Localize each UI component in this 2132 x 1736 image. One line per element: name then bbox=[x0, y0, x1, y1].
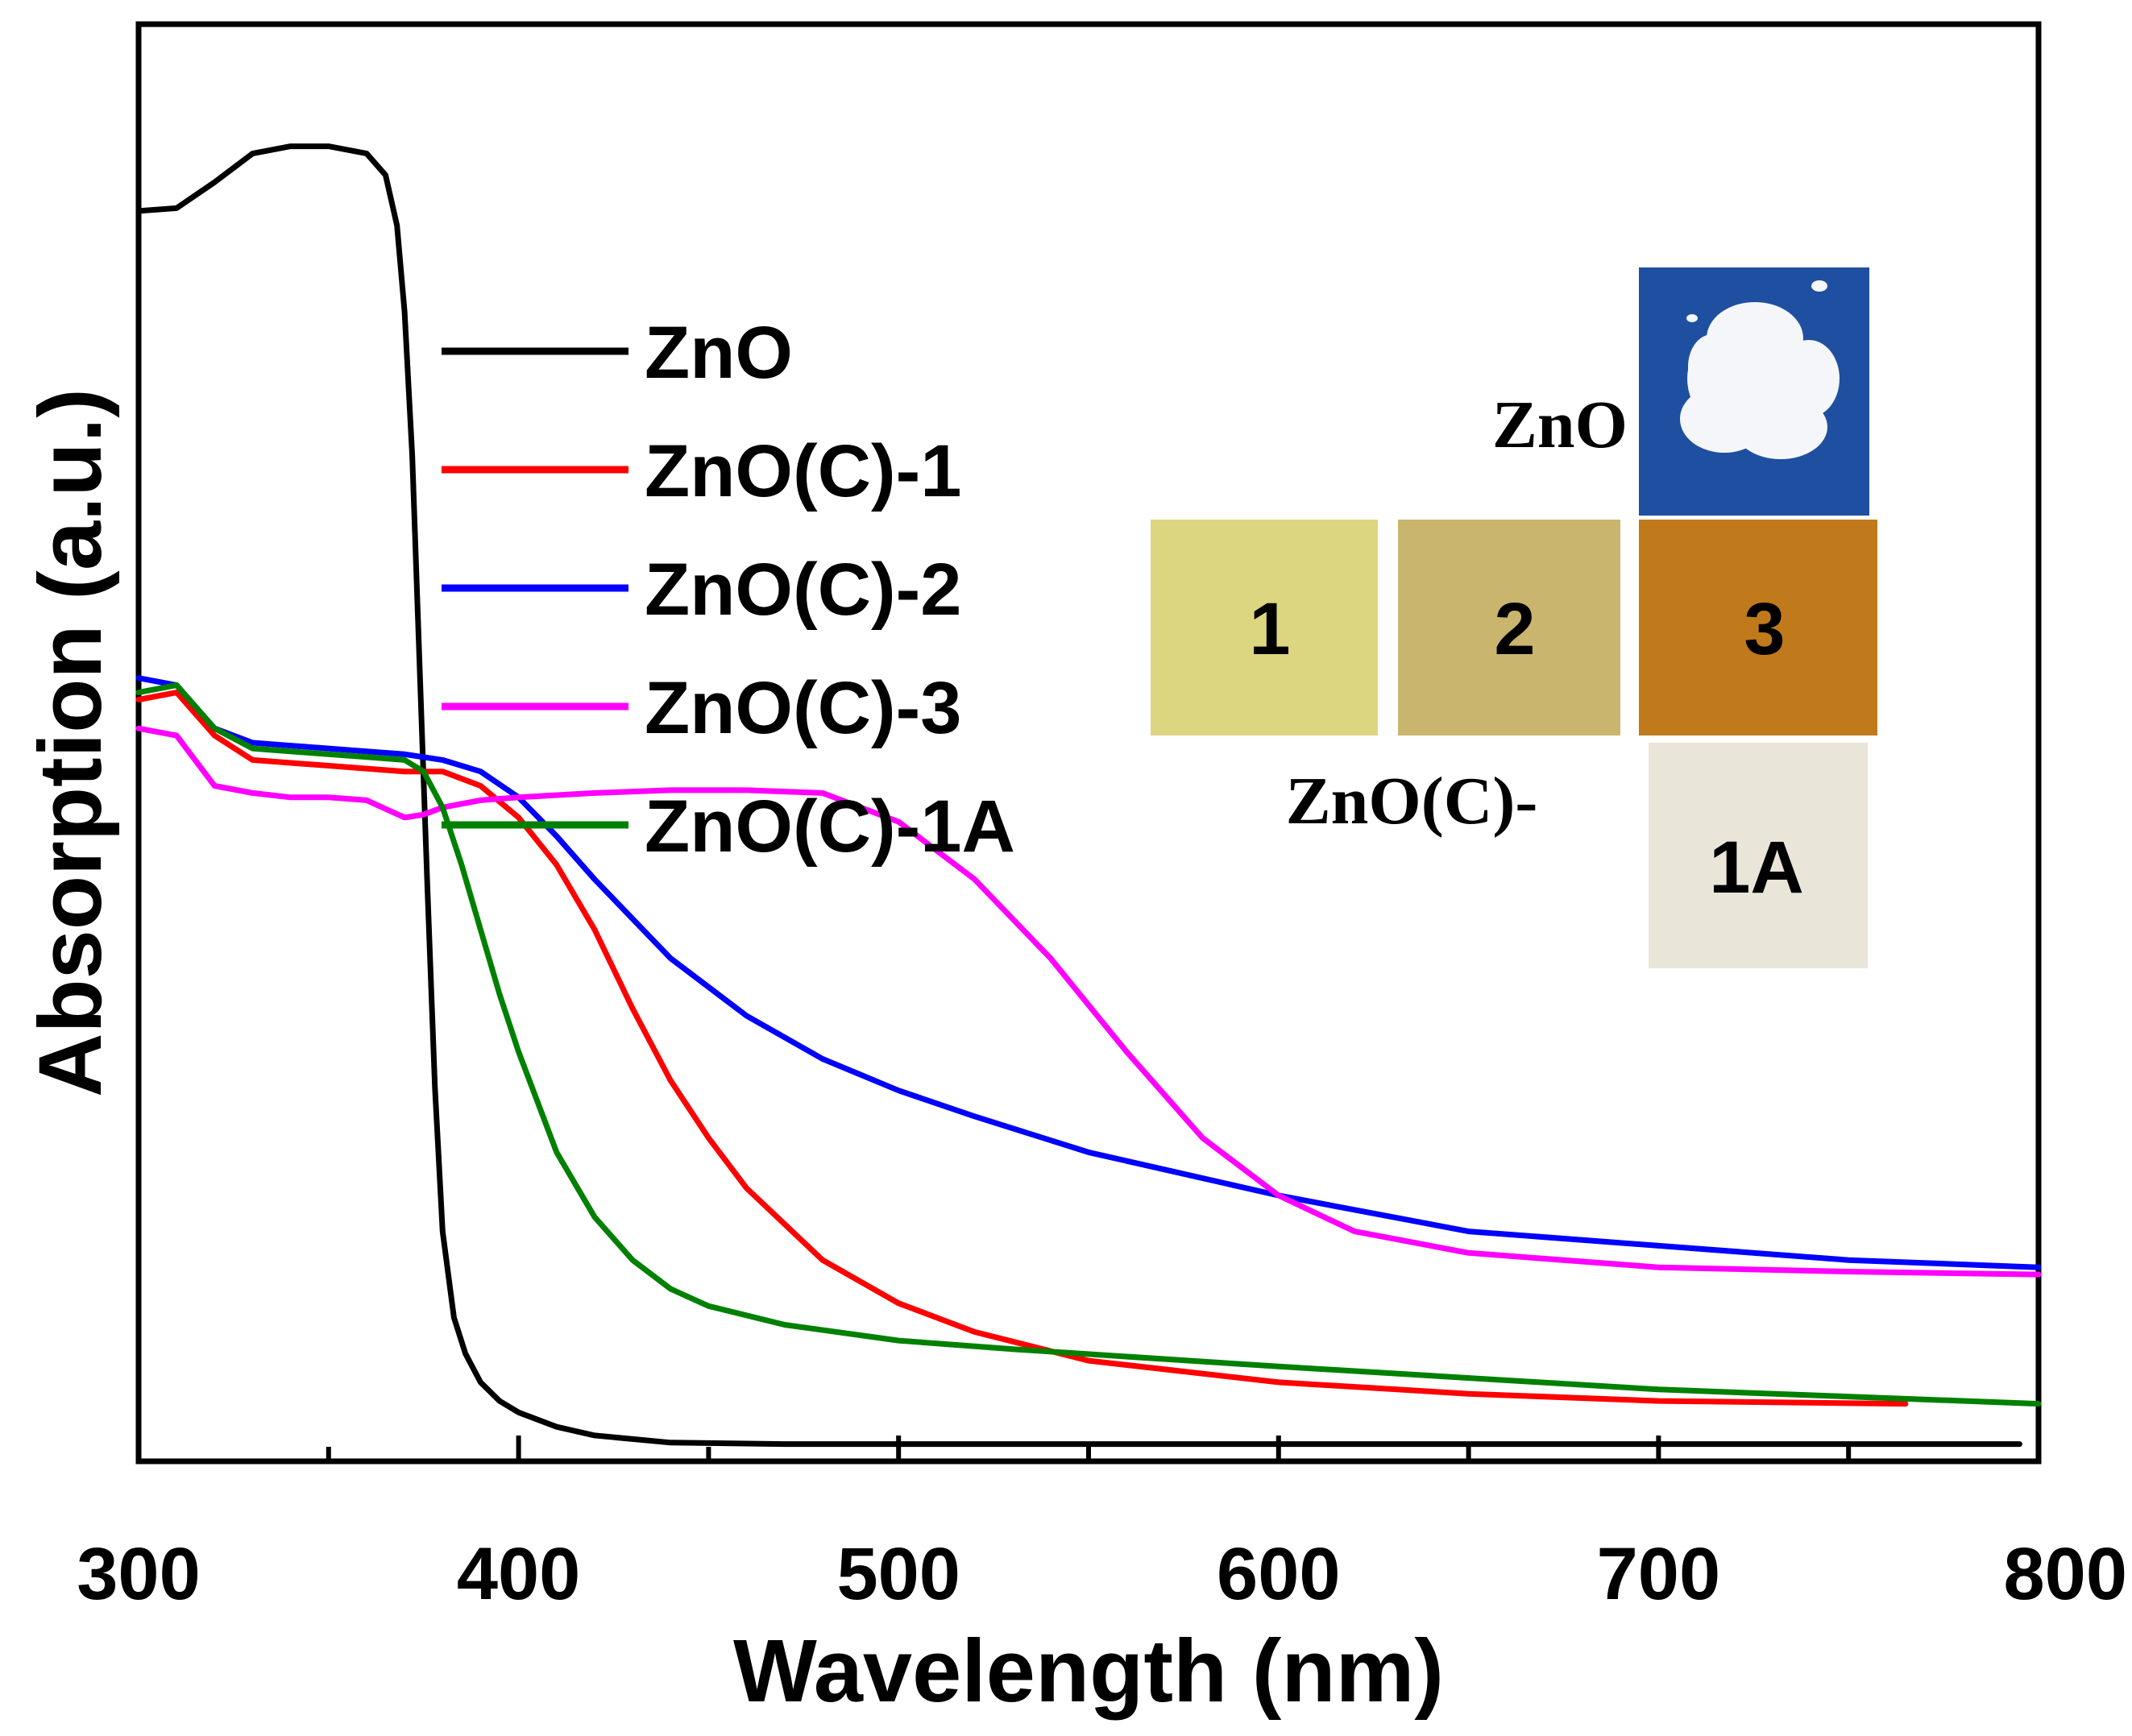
sample-swatch-1: 1 bbox=[1151, 520, 1378, 735]
x-tick-label: 600 bbox=[1217, 1533, 1341, 1615]
zno-powder-pile bbox=[1680, 280, 1840, 459]
legend-label-3: ZnO(C)-3 bbox=[645, 667, 961, 749]
x-axis-label: Wavelength (nm) bbox=[733, 1622, 1444, 1721]
x-tick-label: 400 bbox=[457, 1533, 581, 1615]
zno-powder-photo bbox=[1639, 267, 1869, 516]
sample-swatch-3-label: 3 bbox=[1744, 588, 1785, 670]
series-line-2 bbox=[135, 675, 2042, 1270]
legend-label-1: ZnO(C)-1 bbox=[645, 430, 961, 512]
legend-label-4: ZnO(C)-1A bbox=[645, 785, 1015, 868]
series-line-0 bbox=[135, 143, 2022, 1448]
x-axis-ticks: 300 400 500 600 700 800 bbox=[77, 1436, 2127, 1615]
series-line-1 bbox=[135, 690, 1909, 1407]
inset-sample-photos: ZnO 1 2 3 1A ZnO(C)- bbox=[1151, 267, 1877, 968]
sample-swatch-3: 3 bbox=[1639, 520, 1877, 735]
x-tick-label: 700 bbox=[1597, 1533, 1721, 1615]
sample-swatch-1a: 1A bbox=[1649, 743, 1868, 968]
x-tick-label: 800 bbox=[2004, 1533, 2128, 1615]
x-tick-label: 500 bbox=[836, 1533, 960, 1615]
x-tick-label: 300 bbox=[77, 1533, 201, 1615]
sample-swatch-1-label: 1 bbox=[1249, 588, 1290, 670]
sample-swatch-1a-label: 1A bbox=[1709, 827, 1804, 909]
series-line-4 bbox=[135, 682, 2042, 1407]
sample-swatch-2: 2 bbox=[1398, 520, 1620, 735]
y-axis-label: Absorption (a.u.) bbox=[21, 388, 120, 1097]
inset-sample-prefix-label: ZnO(C)- bbox=[1286, 764, 1538, 839]
sample-swatch-2-label: 2 bbox=[1494, 588, 1535, 670]
series-layer bbox=[135, 143, 2042, 1448]
legend-label-0: ZnO bbox=[645, 312, 793, 394]
inset-zno-label: ZnO bbox=[1492, 387, 1628, 462]
legend-label-2: ZnO(C)-2 bbox=[645, 549, 961, 631]
series-line-3 bbox=[135, 725, 2042, 1278]
legend: ZnO ZnO(C)-1 ZnO(C)-2 ZnO(C)-3 ZnO(C)-1A bbox=[442, 312, 1015, 868]
